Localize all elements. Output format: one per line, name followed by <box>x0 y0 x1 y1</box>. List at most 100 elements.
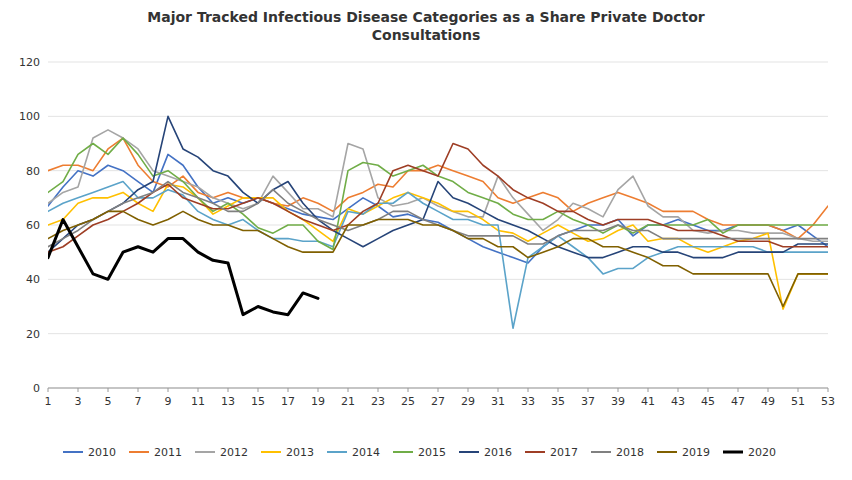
legend-label: 2015 <box>418 446 446 459</box>
y-tick-label: 120 <box>19 56 40 69</box>
series-line <box>48 144 828 253</box>
x-tick <box>588 388 589 392</box>
x-tick-label: 15 <box>251 395 265 408</box>
x-tick <box>108 388 109 392</box>
x-tick <box>138 388 139 392</box>
x-tick-label: 7 <box>135 395 142 408</box>
x-tick-label: 47 <box>731 395 745 408</box>
series-line <box>48 182 828 329</box>
series-line <box>48 138 828 249</box>
legend-label: 2017 <box>550 446 578 459</box>
x-tick-label: 39 <box>611 395 625 408</box>
legend-swatch <box>591 451 611 453</box>
x-tick-label: 5 <box>105 395 112 408</box>
x-tick-label: 35 <box>551 395 565 408</box>
x-tick-label: 33 <box>521 395 535 408</box>
legend-swatch <box>327 451 347 453</box>
x-tick <box>78 388 79 392</box>
legend-label: 2020 <box>748 446 776 459</box>
x-tick <box>648 388 649 392</box>
legend-label: 2018 <box>616 446 644 459</box>
legend-swatch <box>525 451 545 453</box>
x-tick-label: 43 <box>671 395 685 408</box>
x-tick <box>408 388 409 392</box>
x-tick-label: 45 <box>701 395 715 408</box>
x-tick <box>258 388 259 392</box>
x-tick <box>708 388 709 392</box>
x-tick-label: 19 <box>311 395 325 408</box>
x-tick <box>498 388 499 392</box>
legend-swatch <box>393 451 413 453</box>
x-tick <box>228 388 229 392</box>
x-tick-label: 13 <box>221 395 235 408</box>
grid-line <box>48 116 828 117</box>
legend-swatch <box>195 451 215 453</box>
grid-line <box>48 333 828 334</box>
y-tick-label: 60 <box>26 219 40 232</box>
legend-swatch <box>459 451 479 453</box>
x-tick <box>468 388 469 392</box>
x-tick <box>738 388 739 392</box>
legend-label: 2019 <box>682 446 710 459</box>
lines <box>48 116 828 328</box>
x-tick <box>198 388 199 392</box>
x-tick <box>288 388 289 392</box>
x-tick <box>618 388 619 392</box>
x-tick-label: 41 <box>641 395 655 408</box>
x-tick-label: 29 <box>461 395 475 408</box>
legend-label: 2010 <box>88 446 116 459</box>
x-tick-label: 23 <box>371 395 385 408</box>
legend-label: 2011 <box>154 446 182 459</box>
x-tick <box>528 388 529 392</box>
x-tick <box>828 388 829 392</box>
y-tick-label: 20 <box>26 328 40 341</box>
x-tick-label: 31 <box>491 395 505 408</box>
y-tick-label: 0 <box>33 382 40 395</box>
x-tick <box>318 388 319 392</box>
x-tick-label: 49 <box>761 395 775 408</box>
legend-swatch <box>129 451 149 453</box>
legend: 2010 2011 2012 2013 2014 2015 2016 2017 2018 2019… <box>63 446 776 459</box>
y-tick-label: 40 <box>26 273 40 286</box>
grid-line <box>48 279 828 280</box>
chart: Major Tracked Infectious Disease Categor… <box>0 0 852 480</box>
x-tick <box>348 388 349 392</box>
x-tick <box>798 388 799 392</box>
x-tick <box>168 388 169 392</box>
legend-swatch <box>723 451 743 454</box>
title-line: Major Tracked Infectious Disease Categor… <box>147 9 704 25</box>
x-tick-label: 1 <box>45 395 52 408</box>
x-tick-label: 17 <box>281 395 295 408</box>
series-line <box>48 211 828 306</box>
title: Major Tracked Infectious Disease Categor… <box>147 9 704 43</box>
x-tick-label: 11 <box>191 395 205 408</box>
legend-label: 2013 <box>286 446 314 459</box>
legend-label: 2012 <box>220 446 248 459</box>
title-line: Consultations <box>372 27 481 43</box>
x-tick-label: 27 <box>431 395 445 408</box>
x-tick <box>558 388 559 392</box>
x-tick <box>378 388 379 392</box>
series-line <box>48 182 828 247</box>
y-tick-label: 100 <box>19 110 40 123</box>
legend-label: 2016 <box>484 446 512 459</box>
x-tick-label: 25 <box>401 395 415 408</box>
x-tick-label: 9 <box>165 395 172 408</box>
x-tick-label: 21 <box>341 395 355 408</box>
legend-swatch <box>261 451 281 453</box>
series-line <box>48 220 318 315</box>
grid-line <box>48 62 828 63</box>
x-tick <box>438 388 439 392</box>
x-tick-label: 37 <box>581 395 595 408</box>
x-tick-label: 3 <box>75 395 82 408</box>
legend-swatch <box>63 451 83 453</box>
legend-swatch <box>657 451 677 453</box>
x-tick <box>678 388 679 392</box>
y-tick-label: 80 <box>26 165 40 178</box>
y-grid <box>48 62 828 388</box>
series-line <box>48 116 828 257</box>
x-tick <box>48 388 49 392</box>
x-tick <box>768 388 769 392</box>
legend-label: 2014 <box>352 446 380 459</box>
x-tick-label: 51 <box>791 395 805 408</box>
